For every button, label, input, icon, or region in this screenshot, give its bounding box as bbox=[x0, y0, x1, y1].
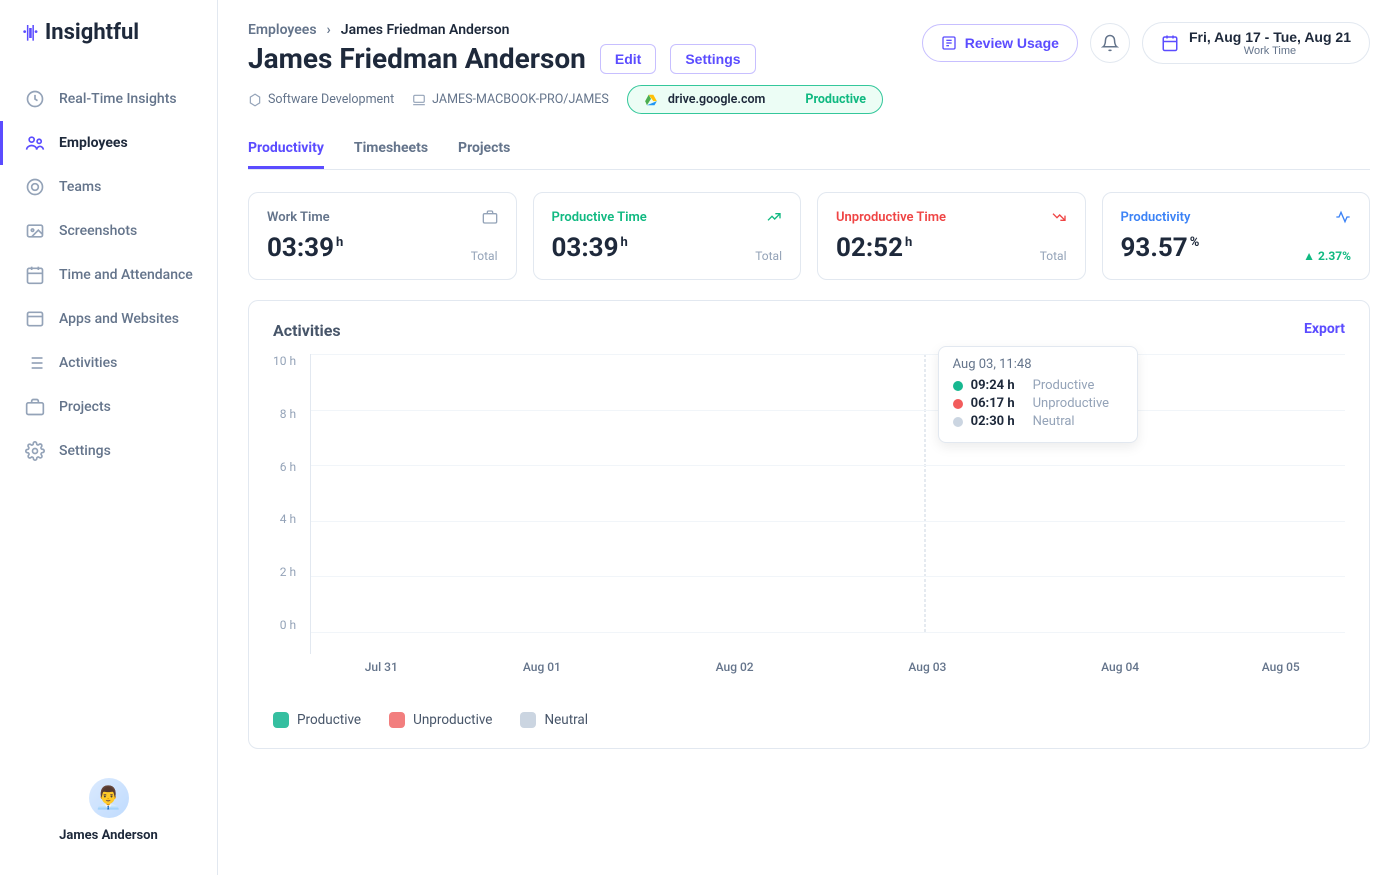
gear-icon bbox=[25, 441, 45, 461]
trend-up-icon bbox=[766, 209, 782, 225]
chevron-right-icon: › bbox=[327, 22, 331, 38]
bar-2[interactable] bbox=[440, 354, 505, 632]
main-content: Employees › James Friedman Anderson Jame… bbox=[218, 0, 1400, 875]
image-icon bbox=[25, 221, 45, 241]
sidebar: ·|ı|· Insightful Real-Time InsightsEmplo… bbox=[0, 0, 218, 875]
tab-projects[interactable]: Projects bbox=[458, 130, 510, 169]
briefcase-icon bbox=[25, 397, 45, 417]
bar-14[interactable] bbox=[1216, 354, 1281, 632]
google-drive-icon bbox=[644, 93, 658, 107]
bar-7[interactable] bbox=[763, 354, 828, 632]
sidebar-user[interactable]: 👨‍💼 James Anderson bbox=[0, 766, 217, 855]
brand-name: Insightful bbox=[45, 20, 139, 45]
legend-neutral[interactable]: Neutral bbox=[520, 712, 588, 728]
productive-time-card: Productive Time 03:39hTotal bbox=[533, 192, 802, 280]
chart-tooltip: Aug 03, 11:4809:24 hProductive06:17 hUnp… bbox=[938, 346, 1138, 443]
sidebar-item-teams[interactable]: Teams bbox=[0, 165, 217, 209]
briefcase-icon bbox=[482, 209, 498, 225]
bar-5[interactable] bbox=[634, 354, 699, 632]
trend-down-icon bbox=[1051, 209, 1067, 225]
bar-13[interactable] bbox=[1151, 354, 1216, 632]
laptop-icon bbox=[412, 93, 426, 107]
tabs: Productivity Timesheets Projects bbox=[248, 130, 1370, 170]
bar-15[interactable] bbox=[1280, 354, 1345, 632]
x-axis-labels: Jul 31Aug 01Aug 02Aug 03Aug 04Aug 05 bbox=[317, 660, 1345, 674]
breadcrumb: Employees › James Friedman Anderson bbox=[248, 22, 883, 38]
bell-icon bbox=[1101, 34, 1119, 52]
chart-plot bbox=[310, 354, 1345, 654]
users-icon bbox=[25, 133, 45, 153]
tab-productivity[interactable]: Productivity bbox=[248, 130, 324, 169]
sidebar-item-screenshots[interactable]: Screenshots bbox=[0, 209, 217, 253]
brand-logo: ·|ı|· Insightful bbox=[0, 20, 217, 69]
productivity-card: Productivity 93.57%▲ 2.37% bbox=[1102, 192, 1371, 280]
meta-device: JAMES-MACBOOK-PRO/JAMES bbox=[412, 92, 609, 107]
bar-3[interactable] bbox=[505, 354, 570, 632]
unproductive-time-card: Unproductive Time 02:52hTotal bbox=[817, 192, 1086, 280]
hexagon-icon bbox=[248, 93, 262, 107]
export-button[interactable]: Export bbox=[1304, 321, 1345, 340]
panel-title: Activities bbox=[273, 321, 341, 340]
y-axis: 10 h8 h6 h4 h2 h0 h bbox=[273, 354, 310, 654]
bar-6[interactable] bbox=[699, 354, 764, 632]
activities-panel: Activities Export 10 h8 h6 h4 h2 h0 h Au… bbox=[248, 300, 1370, 749]
chart-legend: Productive Unproductive Neutral bbox=[273, 712, 1345, 728]
breadcrumb-parent[interactable]: Employees bbox=[248, 22, 317, 38]
work-time-card: Work Time 03:39hTotal bbox=[248, 192, 517, 280]
bar-8[interactable] bbox=[828, 354, 893, 632]
sidebar-item-settings[interactable]: Settings bbox=[0, 429, 217, 473]
window-icon bbox=[25, 309, 45, 329]
logo-icon: ·|ı|· bbox=[22, 22, 37, 43]
edit-button[interactable]: Edit bbox=[600, 44, 656, 74]
sidebar-item-apps-and-websites[interactable]: Apps and Websites bbox=[0, 297, 217, 341]
sidebar-item-real-time-insights[interactable]: Real-Time Insights bbox=[0, 77, 217, 121]
sidebar-nav: Real-Time InsightsEmployeesTeamsScreensh… bbox=[0, 69, 217, 766]
bar-0[interactable] bbox=[311, 354, 376, 632]
calendar-icon bbox=[1161, 34, 1179, 52]
bar-4[interactable] bbox=[570, 354, 635, 632]
date-range-button[interactable]: Fri, Aug 17 - Tue, Aug 21 Work Time bbox=[1142, 22, 1370, 64]
legend-unproductive[interactable]: Unproductive bbox=[389, 712, 492, 728]
page-title: James Friedman Anderson bbox=[248, 42, 586, 75]
current-site-pill[interactable]: drive.google.com Productive bbox=[627, 85, 883, 114]
sidebar-item-employees[interactable]: Employees bbox=[0, 121, 217, 165]
tab-timesheets[interactable]: Timesheets bbox=[354, 130, 428, 169]
pulse-icon bbox=[1335, 209, 1351, 225]
list-icon bbox=[941, 35, 957, 51]
clock-icon bbox=[25, 89, 45, 109]
sidebar-item-time-and-attendance[interactable]: Time and Attendance bbox=[0, 253, 217, 297]
productivity-delta: ▲ 2.37% bbox=[1303, 249, 1351, 263]
calendar-icon bbox=[25, 265, 45, 285]
circle-icon bbox=[25, 177, 45, 197]
user-name: James Anderson bbox=[22, 828, 195, 843]
bar-1[interactable] bbox=[376, 354, 441, 632]
meta-team: Software Development bbox=[248, 92, 394, 107]
avatar: 👨‍💼 bbox=[89, 778, 129, 818]
settings-button[interactable]: Settings bbox=[670, 44, 755, 74]
list-icon bbox=[25, 353, 45, 373]
notifications-button[interactable] bbox=[1090, 23, 1130, 63]
review-usage-button[interactable]: Review Usage bbox=[922, 24, 1078, 62]
legend-productive[interactable]: Productive bbox=[273, 712, 361, 728]
sidebar-item-projects[interactable]: Projects bbox=[0, 385, 217, 429]
sidebar-item-activities[interactable]: Activities bbox=[0, 341, 217, 385]
breadcrumb-current: James Friedman Anderson bbox=[341, 22, 510, 38]
